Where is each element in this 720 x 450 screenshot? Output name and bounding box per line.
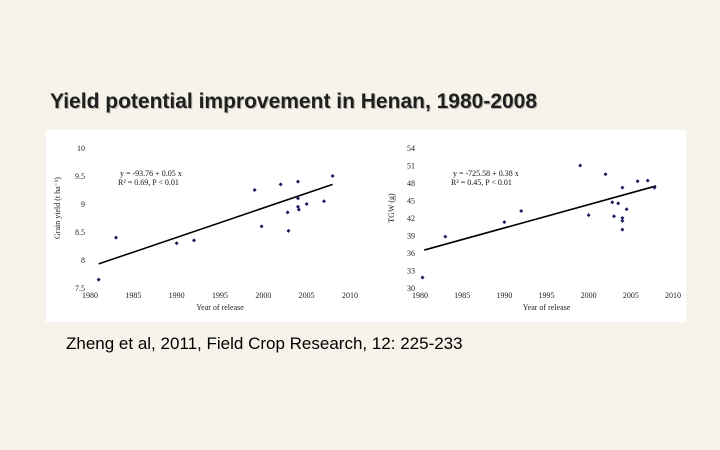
- yield-data-point: [296, 207, 301, 212]
- tgw-stats: R² = 0.45, P < 0.01: [451, 178, 512, 187]
- yield-data-point: [330, 174, 335, 178]
- tgw-xtick-label: 2000: [581, 291, 597, 300]
- yield-data-point: [252, 188, 257, 192]
- yield-data-point: [192, 238, 196, 243]
- tgw-ytick-label: 48: [407, 179, 415, 188]
- yield-ytick-label: 8: [81, 256, 85, 265]
- yield-data-point: [174, 241, 179, 246]
- yield-data-point: [296, 179, 300, 184]
- yield-xtick-label: 2005: [299, 291, 315, 300]
- tgw-xaxis-title: Year of release: [523, 303, 571, 312]
- tgw-xtick-label: 2005: [623, 291, 639, 300]
- tgw-xtick-label: 1995: [539, 291, 555, 300]
- yield-xaxis-title: Year of release: [196, 303, 244, 312]
- tgw-data-point: [645, 178, 650, 183]
- tgw-data-point: [624, 207, 629, 212]
- tgw-data-point: [420, 275, 425, 280]
- tgw-data-point: [610, 200, 615, 205]
- tgw-ytick-label: 39: [407, 232, 415, 241]
- charts-svg: 7.5 8 8.5 9 9.5 10 1980 1985 1990 1995 2000 2005 201…: [53, 144, 681, 312]
- tgw-ytick-label: 33: [407, 267, 415, 276]
- tgw-chart: 30 33 36 39 42 45 48 51 54 1980 1985 1990 1995 2000 20…: [387, 144, 681, 312]
- yield-data-point: [259, 224, 264, 229]
- yield-equation: y = -93.76 + 0.05 x: [120, 169, 182, 178]
- yield-ytick-label: 9.5: [75, 172, 85, 181]
- chart-panel: 7.5 8 8.5 9 9.5 10 1980 1985 1990 1995 2000 2005 201…: [46, 130, 686, 322]
- yield-xtick-label: 1985: [125, 291, 141, 300]
- yield-xtick-label: 1995: [212, 291, 228, 300]
- citation: Zheng et al, 2011, Field Crop Research, …: [66, 334, 463, 353]
- yield-data-point: [285, 210, 290, 215]
- tgw-data-point: [519, 209, 524, 213]
- yield-ytick-label: 7.5: [75, 284, 85, 293]
- yield-stats: R² = 0.69, P < 0.01: [118, 178, 179, 187]
- tgw-ytick-label: 54: [407, 144, 415, 153]
- yield-data-point: [304, 202, 309, 206]
- tgw-data-point: [620, 185, 625, 190]
- yield-xtick-label: 2010: [342, 291, 358, 300]
- yield-xtick-label: 2000: [255, 291, 271, 300]
- yield-data-point: [114, 235, 118, 240]
- tgw-data-point: [620, 216, 625, 220]
- tgw-data-point: [616, 201, 621, 206]
- slide-title: Yield potential improvement in Henan, 19…: [50, 90, 538, 113]
- tgw-ytick-label: 36: [407, 249, 415, 258]
- tgw-data-point: [620, 218, 625, 223]
- yield-yaxis-title: Grain yield (t ha⁻¹): [53, 177, 62, 239]
- tgw-trendline: [424, 185, 657, 251]
- tgw-data-point: [578, 163, 583, 168]
- tgw-xtick-label: 1985: [454, 291, 470, 300]
- yield-ytick-label: 9: [81, 200, 85, 209]
- yield-ytick-label: 10: [77, 144, 85, 153]
- yield-data-point: [96, 277, 101, 282]
- tgw-data-point: [603, 172, 608, 177]
- yield-xtick-label: 1980: [82, 291, 98, 300]
- tgw-xtick-label: 2010: [665, 291, 681, 300]
- tgw-ytick-label: 51: [407, 162, 415, 171]
- tgw-data-point: [620, 227, 625, 232]
- yield-trendline: [98, 183, 333, 265]
- tgw-data-point: [652, 185, 657, 190]
- yield-data-point: [286, 228, 291, 233]
- yield-data-point: [322, 199, 326, 204]
- tgw-ytick-label: 42: [407, 214, 415, 223]
- tgw-ytick-label: 45: [407, 197, 415, 206]
- tgw-data-point: [611, 214, 616, 219]
- tgw-data-point: [443, 234, 448, 239]
- tgw-xtick-label: 1990: [496, 291, 512, 300]
- tgw-xtick-label: 1980: [412, 291, 428, 300]
- yield-data-point: [296, 196, 300, 201]
- tgw-yaxis-title: TGW (g): [387, 193, 396, 223]
- grain-yield-chart: 7.5 8 8.5 9 9.5 10 1980 1985 1990 1995 2000 2005 201…: [53, 144, 358, 312]
- tgw-data-point: [502, 220, 507, 225]
- tgw-data-point: [635, 179, 640, 184]
- yield-xtick-label: 1990: [169, 291, 185, 300]
- tgw-equation: y = -725.58 + 0.38 x: [453, 169, 519, 178]
- yield-data-point: [278, 182, 283, 187]
- tgw-ytick-label: 30: [407, 284, 415, 293]
- yield-ytick-label: 8.5: [75, 228, 85, 237]
- tgw-data-point: [586, 213, 591, 218]
